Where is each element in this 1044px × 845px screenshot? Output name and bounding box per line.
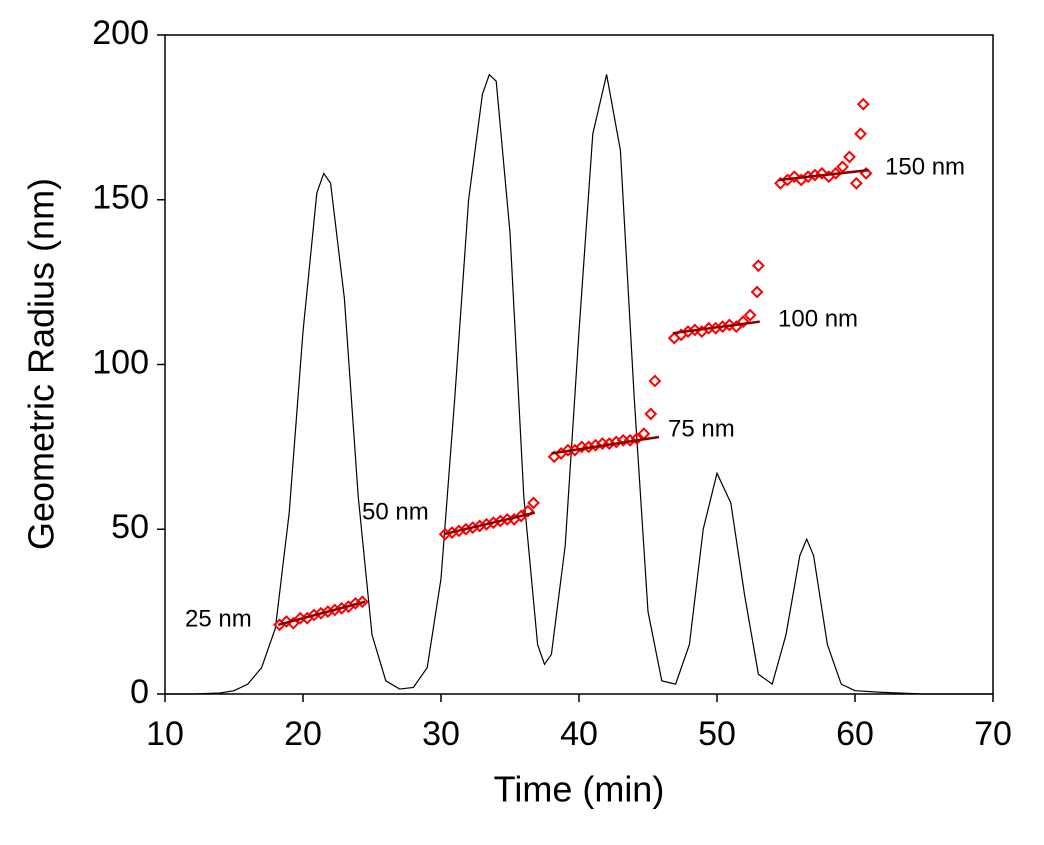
x-tick-label: 30 (422, 715, 460, 753)
scatter-point (355, 595, 369, 609)
scatter-point (630, 432, 644, 446)
scatter-point (856, 97, 870, 111)
scatter-point (750, 285, 764, 299)
y-tick-label: 150 (92, 179, 149, 217)
annotation: 150 nm (885, 153, 965, 180)
x-tick-label: 10 (146, 715, 184, 753)
scatter-point (829, 166, 843, 180)
fit-line (672, 320, 760, 335)
fit-line (277, 600, 366, 627)
scatter-point (849, 176, 863, 190)
annotation: 25 nm (185, 605, 252, 632)
x-tick-label: 40 (560, 715, 598, 753)
fit-line (778, 168, 869, 182)
scatter-point (743, 308, 757, 322)
annotation: 50 nm (362, 498, 429, 525)
scatter-point (787, 170, 801, 184)
scatter-point (688, 323, 702, 337)
scatter-point (349, 596, 362, 610)
x-tick-label: 70 (974, 715, 1012, 753)
scatter-point (751, 259, 765, 273)
annotation: 75 nm (668, 415, 735, 442)
annotation: 100 nm (778, 305, 858, 332)
scatter-point (808, 168, 822, 182)
scatter-point (815, 166, 829, 180)
x-axis-title: Time (min) (494, 769, 665, 810)
scatter-point (521, 504, 535, 518)
y-tick-label: 100 (92, 343, 149, 381)
y-axis-title: Geometric Radius (nm) (21, 178, 62, 550)
y-tick-label: 50 (111, 508, 149, 546)
fit-line (551, 435, 660, 455)
scatter-point (854, 127, 867, 141)
scatter-point (589, 438, 602, 452)
x-tick-label: 20 (284, 715, 322, 753)
y-tick-label: 200 (92, 14, 149, 52)
x-tick-label: 50 (698, 715, 736, 753)
fit-line (443, 511, 536, 536)
scatter-point (723, 318, 736, 332)
scatter-point (648, 374, 662, 388)
trace-line (165, 73, 993, 695)
y-tick-label: 0 (130, 673, 149, 711)
scatter-point (736, 315, 750, 329)
scatter-point (527, 496, 540, 510)
scatter-point (280, 615, 293, 628)
plot-frame (164, 34, 994, 695)
scatter-point (836, 160, 849, 174)
x-tick-label: 60 (836, 715, 874, 753)
scatter-point (644, 407, 658, 421)
scatter-point (843, 150, 856, 164)
